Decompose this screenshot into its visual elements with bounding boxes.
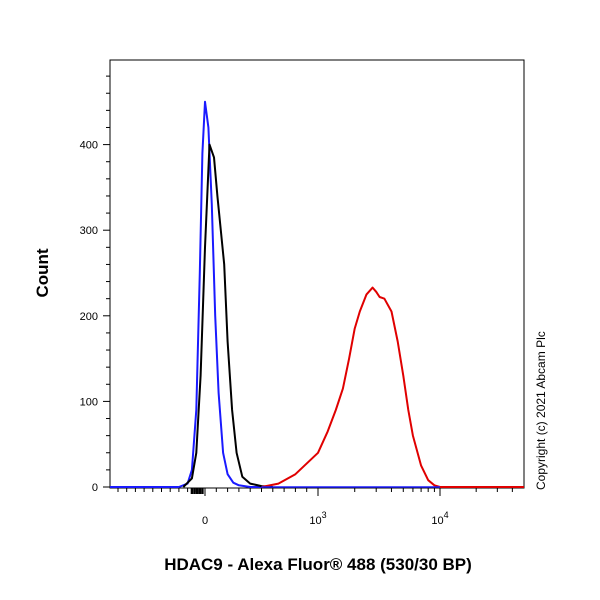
x-axis-ticks: 0 103 104 — [117, 488, 513, 527]
x-tick-label: 0 — [202, 515, 208, 527]
red-histogram-line — [261, 286, 441, 488]
black-histogram-line — [182, 143, 273, 488]
copyright-annotation: Copyright (c) 2021 Abcam Plc — [534, 331, 548, 490]
y-tick-label: 200 — [80, 311, 98, 323]
y-axis-ticks: 0 100 200 300 400 — [80, 75, 110, 494]
y-axis-title: Count — [33, 248, 52, 297]
y-tick-label: 400 — [80, 140, 98, 152]
x-tick-label: 104 — [431, 510, 448, 527]
y-tick-label: 100 — [80, 396, 98, 408]
blue-histogram-line — [178, 100, 262, 488]
y-tick-label: 0 — [92, 482, 98, 494]
x-tick-label: 103 — [309, 510, 326, 527]
y-tick-label: 300 — [80, 225, 98, 237]
x-axis-title: HDAC9 - Alexa Fluor® 488 (530/30 BP) — [164, 555, 472, 574]
plot-frame — [109, 59, 525, 489]
series-layer — [110, 100, 524, 488]
